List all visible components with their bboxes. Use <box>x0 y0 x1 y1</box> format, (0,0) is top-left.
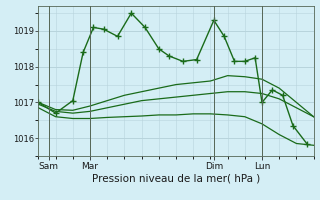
X-axis label: Pression niveau de la mer( hPa ): Pression niveau de la mer( hPa ) <box>92 173 260 183</box>
